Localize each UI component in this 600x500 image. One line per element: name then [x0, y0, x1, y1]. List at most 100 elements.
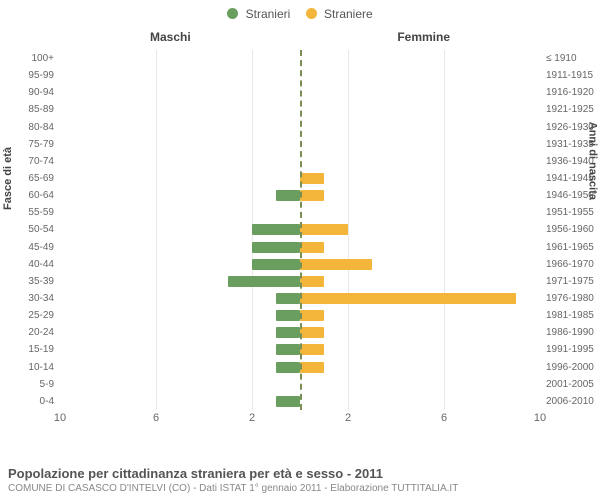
section-title-male: Maschi: [150, 30, 191, 44]
bar-row-female: [300, 84, 540, 101]
bar-row-female: [300, 136, 540, 153]
y-label-birth: 1931-1935: [546, 136, 600, 153]
plot-half-female: [300, 50, 540, 410]
legend-label-male: Stranieri: [246, 7, 291, 21]
y-label-birth: 1961-1965: [546, 239, 600, 256]
y-label-birth: ≤ 1910: [546, 50, 600, 67]
bar-male: [276, 396, 300, 407]
y-label-birth: 1926-1930: [546, 119, 600, 136]
bar-male: [276, 344, 300, 355]
bar-row-male: [60, 67, 300, 84]
x-tick: 2: [345, 412, 351, 424]
y-label-birth: 1936-1940: [546, 153, 600, 170]
bar-female: [300, 293, 516, 304]
y-label-age: 40-44: [0, 256, 54, 273]
x-tick: 2: [249, 412, 255, 424]
bar-female: [300, 224, 348, 235]
y-label-birth: 1921-1925: [546, 101, 600, 118]
bar-female: [300, 310, 324, 321]
y-label-age: 55-59: [0, 204, 54, 221]
y-label-age: 0-4: [0, 393, 54, 410]
bar-row-female: [300, 324, 540, 341]
y-label-age: 90-94: [0, 84, 54, 101]
y-label-age: 25-29: [0, 307, 54, 324]
bar-row-male: [60, 256, 300, 273]
legend: Stranieri Straniere: [0, 6, 600, 21]
bar-row-female: [300, 119, 540, 136]
caption-subtitle: COMUNE DI CASASCO D'INTELVI (CO) - Dati …: [8, 483, 592, 494]
bar-row-female: [300, 359, 540, 376]
y-label-birth: 1956-1960: [546, 221, 600, 238]
bar-male: [228, 276, 300, 287]
caption-title: Popolazione per cittadinanza straniera p…: [8, 466, 592, 481]
bar-row-male: [60, 221, 300, 238]
bar-row-female: [300, 239, 540, 256]
bar-female: [300, 259, 372, 270]
x-tick: 6: [441, 412, 447, 424]
bar-row-male: [60, 84, 300, 101]
bar-male: [252, 224, 300, 235]
y-label-age: 75-79: [0, 136, 54, 153]
y-label-age: 95-99: [0, 67, 54, 84]
bar-row-male: [60, 187, 300, 204]
plot-area: 10622610: [60, 50, 540, 410]
bar-row-female: [300, 170, 540, 187]
y-label-age: 30-34: [0, 290, 54, 307]
zero-line: [300, 50, 302, 410]
y-label-birth: 1966-1970: [546, 256, 600, 273]
y-label-birth: 1986-1990: [546, 324, 600, 341]
bar-male: [276, 190, 300, 201]
y-label-age: 15-19: [0, 341, 54, 358]
bar-row-male: [60, 50, 300, 67]
y-label-birth: 2001-2005: [546, 376, 600, 393]
bar-row-female: [300, 221, 540, 238]
bar-male: [276, 310, 300, 321]
y-label-age: 60-64: [0, 187, 54, 204]
bar-row-male: [60, 170, 300, 187]
bar-row-female: [300, 341, 540, 358]
bar-row-male: [60, 324, 300, 341]
bar-male: [276, 327, 300, 338]
y-label-age: 65-69: [0, 170, 54, 187]
bar-row-female: [300, 256, 540, 273]
bar-row-male: [60, 273, 300, 290]
y-label-birth: 1991-1995: [546, 341, 600, 358]
legend-swatch-female: [306, 8, 317, 19]
legend-item-female: Straniere: [306, 6, 373, 21]
bar-female: [300, 362, 324, 373]
chart-container: Stranieri Straniere Fasce di età Anni di…: [0, 0, 600, 500]
bar-female: [300, 327, 324, 338]
bar-female: [300, 242, 324, 253]
x-tick: 6: [153, 412, 159, 424]
bar-row-female: [300, 50, 540, 67]
bar-row-female: [300, 290, 540, 307]
y-label-age: 5-9: [0, 376, 54, 393]
bar-row-female: [300, 307, 540, 324]
bar-row-female: [300, 153, 540, 170]
bar-row-male: [60, 136, 300, 153]
bar-male: [252, 242, 300, 253]
caption: Popolazione per cittadinanza straniera p…: [8, 466, 592, 494]
bar-row-female: [300, 67, 540, 84]
legend-item-male: Stranieri: [227, 6, 290, 21]
bar-female: [300, 173, 324, 184]
plot-half-male: [60, 50, 300, 410]
bar-row-male: [60, 376, 300, 393]
y-label-age: 80-84: [0, 119, 54, 136]
bar-row-female: [300, 376, 540, 393]
y-label-birth: 1916-1920: [546, 84, 600, 101]
y-label-birth: 1981-1985: [546, 307, 600, 324]
bar-row-male: [60, 307, 300, 324]
y-label-age: 45-49: [0, 239, 54, 256]
bar-row-male: [60, 204, 300, 221]
bar-row-male: [60, 153, 300, 170]
bar-male: [252, 259, 300, 270]
bar-row-male: [60, 101, 300, 118]
y-label-birth: 1976-1980: [546, 290, 600, 307]
bar-row-male: [60, 359, 300, 376]
bar-row-male: [60, 239, 300, 256]
x-tick: 10: [534, 412, 546, 424]
bar-row-female: [300, 393, 540, 410]
bar-row-male: [60, 290, 300, 307]
y-label-birth: 1941-1945: [546, 170, 600, 187]
